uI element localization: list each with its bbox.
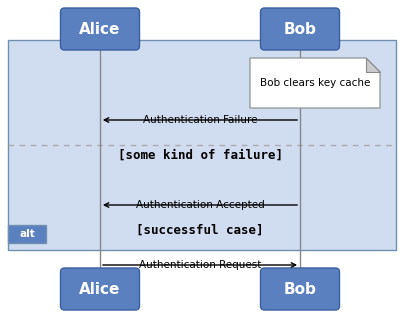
- Text: Authentication Failure: Authentication Failure: [143, 115, 257, 125]
- FancyBboxPatch shape: [8, 40, 396, 250]
- Text: alt: alt: [19, 229, 35, 239]
- Text: Bob: Bob: [284, 22, 316, 37]
- Text: [some kind of failure]: [some kind of failure]: [117, 148, 283, 162]
- FancyBboxPatch shape: [60, 268, 139, 310]
- FancyBboxPatch shape: [260, 8, 339, 50]
- Text: Authentication Accepted: Authentication Accepted: [136, 200, 264, 210]
- FancyBboxPatch shape: [260, 268, 339, 310]
- Polygon shape: [366, 58, 380, 72]
- FancyBboxPatch shape: [60, 8, 139, 50]
- FancyBboxPatch shape: [8, 225, 46, 243]
- Text: Bob clears key cache: Bob clears key cache: [260, 78, 370, 88]
- Text: [successful case]: [successful case]: [136, 223, 264, 237]
- Polygon shape: [250, 58, 380, 108]
- Text: Bob: Bob: [284, 281, 316, 296]
- Text: Authentication Request: Authentication Request: [139, 260, 261, 270]
- Text: Alice: Alice: [79, 22, 121, 37]
- Text: Alice: Alice: [79, 281, 121, 296]
